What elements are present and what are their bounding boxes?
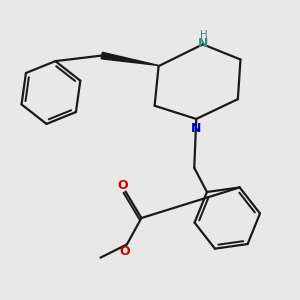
Polygon shape [101, 52, 159, 65]
Text: N: N [190, 122, 201, 135]
Text: O: O [119, 244, 130, 258]
Text: O: O [118, 179, 128, 192]
Text: N: N [198, 37, 209, 50]
Text: H: H [200, 30, 207, 40]
